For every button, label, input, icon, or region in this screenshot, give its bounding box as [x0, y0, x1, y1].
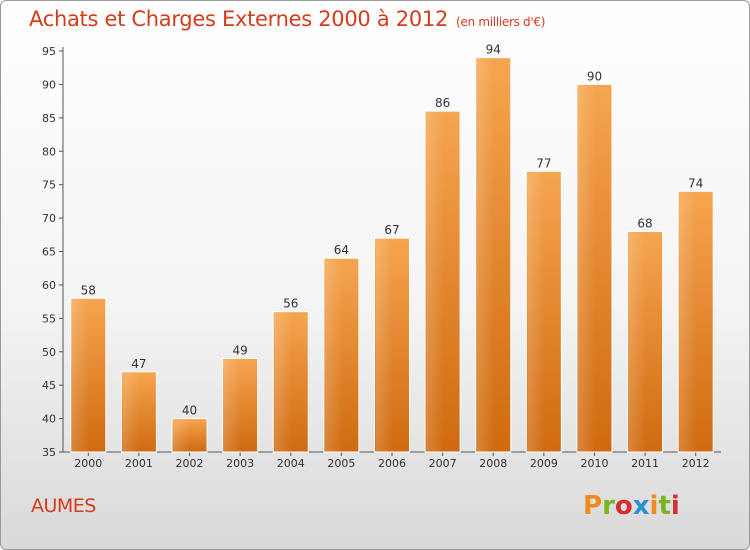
bar-highlight — [628, 232, 647, 452]
data-label: 74 — [688, 176, 703, 190]
x-tick-label: 2002 — [176, 457, 204, 470]
data-label: 67 — [384, 223, 399, 237]
x-tick-label: 2008 — [479, 457, 507, 470]
chart-title-text: Achats et Charges Externes 2000 à 2012 — [29, 7, 449, 31]
logo-letter: P — [583, 491, 603, 521]
y-tick-label: 80 — [42, 145, 56, 158]
data-labels: 58 47 40 49 56 64 67 86 94 77 90 68 74 — [81, 43, 704, 418]
data-label: 94 — [486, 43, 501, 57]
y-tick-label: 50 — [42, 346, 56, 359]
x-tick-label: 2012 — [682, 457, 710, 470]
y-tick-label: 55 — [42, 312, 56, 325]
y-tick-label: 75 — [42, 179, 56, 192]
x-tick-label: 2011 — [631, 457, 659, 470]
x-tick-label: 2009 — [530, 457, 558, 470]
bars — [70, 57, 714, 453]
logo-letter: r — [602, 491, 615, 521]
bar-highlight — [324, 259, 343, 452]
x-tick-label: 2007 — [429, 457, 457, 470]
commune-name: AUMES — [31, 495, 96, 517]
chart-subtitle: (en milliers d'€) — [456, 15, 546, 29]
data-label: 49 — [233, 343, 248, 357]
data-label: 86 — [435, 96, 450, 110]
y-tick-label: 40 — [42, 413, 56, 426]
bar-highlight — [577, 85, 596, 453]
x-tick-label: 2010 — [580, 457, 608, 470]
y-tick-label: 60 — [42, 279, 56, 292]
y-tick-label: 35 — [42, 446, 56, 459]
data-label: 56 — [283, 297, 298, 311]
bar-highlight — [679, 192, 697, 452]
y-tick-label: 65 — [42, 246, 56, 259]
x-tick-label: 2006 — [378, 457, 406, 470]
x-tick-label: 2000 — [74, 457, 102, 470]
logo-letter: x — [632, 491, 650, 521]
logo-letter: i — [649, 491, 659, 521]
proxiti-logo[interactable]: Proxiti — [583, 491, 680, 521]
bar-highlight — [173, 419, 191, 452]
y-tick-label: 90 — [42, 78, 56, 91]
bar-highlight — [476, 58, 495, 452]
logo-letter: t — [658, 491, 671, 521]
data-label: 68 — [637, 216, 652, 230]
bar-highlight — [122, 372, 140, 452]
x-tick-label: 2001 — [125, 457, 153, 470]
axes: 35 40 45 50 55 60 65 70 75 80 85 90 95 2000 2001 2002 20… — [42, 45, 721, 470]
x-tick-label: 2004 — [277, 457, 305, 470]
x-tick-label: 2003 — [226, 457, 254, 470]
y-tick-label: 95 — [42, 45, 56, 58]
data-label: 90 — [587, 69, 602, 83]
data-label: 77 — [536, 156, 551, 170]
bar-highlight — [71, 299, 90, 452]
y-tick-label: 70 — [42, 212, 56, 225]
data-label: 40 — [182, 404, 197, 418]
bar-highlight — [223, 359, 242, 452]
data-label: 58 — [81, 283, 96, 297]
x-tick-label: 2005 — [327, 457, 355, 470]
chart-title: Achats et Charges Externes 2000 à 2012 (e… — [29, 7, 545, 31]
bar-highlight — [426, 112, 444, 453]
bar-highlight — [527, 172, 545, 453]
y-tick-label: 85 — [42, 112, 56, 125]
logo-letter: i — [670, 491, 680, 521]
data-label: 64 — [334, 243, 349, 257]
data-label: 47 — [131, 357, 146, 371]
bar-highlight — [274, 312, 292, 452]
logo-letter: o — [614, 491, 633, 521]
bar-highlight — [375, 239, 393, 452]
y-tick-label: 45 — [42, 379, 56, 392]
